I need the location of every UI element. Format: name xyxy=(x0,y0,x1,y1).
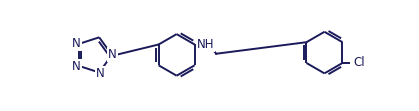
Text: N: N xyxy=(72,37,80,50)
Text: N: N xyxy=(72,60,80,73)
Text: N: N xyxy=(109,48,117,61)
Text: Cl: Cl xyxy=(353,56,365,69)
Text: NH: NH xyxy=(197,38,214,51)
Text: N: N xyxy=(96,67,104,80)
